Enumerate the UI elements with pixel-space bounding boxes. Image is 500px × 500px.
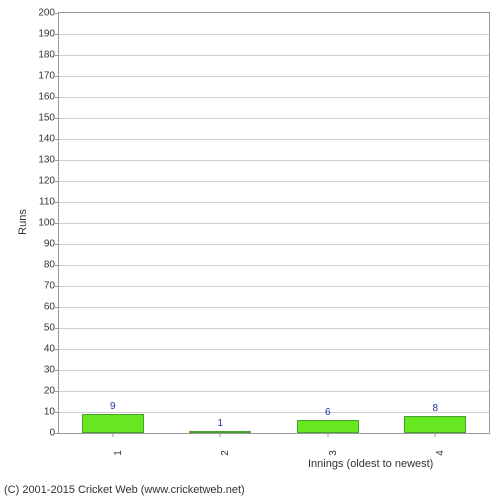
grid-line	[59, 223, 489, 224]
y-tick-label: 60	[44, 302, 59, 313]
grid-line	[59, 349, 489, 350]
x-tick-mark	[327, 433, 328, 437]
y-tick-label: 120	[38, 176, 59, 187]
grid-line	[59, 244, 489, 245]
grid-line	[59, 307, 489, 308]
grid-line	[59, 286, 489, 287]
y-tick-label: 0	[49, 428, 59, 439]
bar	[82, 414, 144, 433]
x-tick-label: 2	[220, 450, 231, 456]
bar-value-label: 6	[325, 407, 331, 418]
bar-value-label: 1	[217, 418, 223, 429]
grid-line	[59, 76, 489, 77]
grid-line	[59, 265, 489, 266]
y-tick-label: 90	[44, 239, 59, 250]
grid-line	[59, 412, 489, 413]
grid-line	[59, 202, 489, 203]
y-axis-title: Runs	[17, 209, 29, 235]
grid-line	[59, 370, 489, 371]
y-tick-label: 180	[38, 50, 59, 61]
grid-line	[59, 118, 489, 119]
y-tick-label: 150	[38, 113, 59, 124]
bar-value-label: 9	[110, 401, 116, 412]
y-tick-label: 30	[44, 365, 59, 376]
bar-value-label: 8	[432, 403, 438, 414]
grid-line	[59, 181, 489, 182]
x-tick-label: 1	[113, 450, 124, 456]
x-tick-label: 3	[328, 450, 339, 456]
x-tick-label: 4	[435, 450, 446, 456]
x-tick-mark	[435, 433, 436, 437]
x-axis-title: Innings (oldest to newest)	[308, 458, 433, 470]
chart-container: 0 10 20 30 40 50 60 70 80 90 100 110 120 130 140 150 160…	[0, 0, 500, 500]
grid-line	[59, 328, 489, 329]
bar	[404, 416, 466, 433]
y-tick-label: 10	[44, 407, 59, 418]
y-tick-label: 100	[38, 218, 59, 229]
grid-line	[59, 55, 489, 56]
grid-line	[59, 391, 489, 392]
grid-line	[59, 34, 489, 35]
y-tick-label: 40	[44, 344, 59, 355]
grid-line	[59, 97, 489, 98]
x-tick-mark	[112, 433, 113, 437]
y-tick-label: 200	[38, 8, 59, 19]
y-tick-label: 190	[38, 29, 59, 40]
y-tick-label: 170	[38, 71, 59, 82]
y-tick-label: 110	[39, 197, 59, 208]
copyright-text: (C) 2001-2015 Cricket Web (www.cricketwe…	[4, 484, 245, 496]
y-tick-label: 20	[44, 386, 59, 397]
plot-area: 0102030405060708090100110120130140150160…	[58, 12, 490, 434]
y-tick-label: 130	[38, 155, 59, 166]
x-tick-mark	[220, 433, 221, 437]
y-tick-label: 50	[44, 323, 59, 334]
y-tick-label: 80	[44, 260, 59, 271]
grid-line	[59, 160, 489, 161]
grid-line	[59, 139, 489, 140]
bar	[297, 420, 359, 433]
y-tick-label: 140	[38, 134, 59, 145]
y-tick-label: 70	[44, 281, 59, 292]
y-tick-label: 160	[38, 92, 59, 103]
